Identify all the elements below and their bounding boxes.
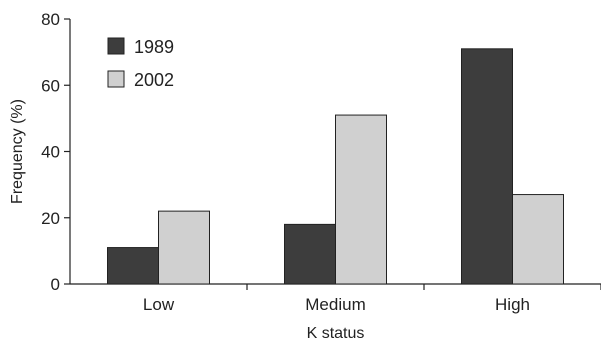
legend-label-1989: 1989 xyxy=(134,37,174,57)
bar-2002-high xyxy=(512,194,564,285)
bar-2002-medium xyxy=(335,114,387,285)
y-axis-title: Frequency (%) xyxy=(9,99,26,204)
y-tick-label: 80 xyxy=(41,10,60,29)
chart-bars xyxy=(107,48,564,285)
y-tick-label: 60 xyxy=(41,76,60,95)
x-tick-label: Low xyxy=(143,295,175,314)
legend-swatch-2002 xyxy=(107,70,125,88)
x-axis-title: K status xyxy=(307,325,365,342)
bar-1989-high xyxy=(461,48,513,285)
y-tick-label: 0 xyxy=(51,275,60,294)
legend-label-2002: 2002 xyxy=(134,70,174,90)
chart-legend: 1989 2002 xyxy=(107,37,174,90)
bar-1989-low xyxy=(107,247,159,285)
chart-axes: 0 20 40 60 80 Low Medium High xyxy=(41,10,601,314)
bar-2002-low xyxy=(158,210,210,285)
y-tick-label: 20 xyxy=(41,209,60,228)
x-tick-label: High xyxy=(495,295,530,314)
y-tick-label: 40 xyxy=(41,143,60,162)
bar-1989-medium xyxy=(284,223,336,285)
x-tick-label: Medium xyxy=(305,295,365,314)
legend-swatch-1989 xyxy=(107,37,125,55)
